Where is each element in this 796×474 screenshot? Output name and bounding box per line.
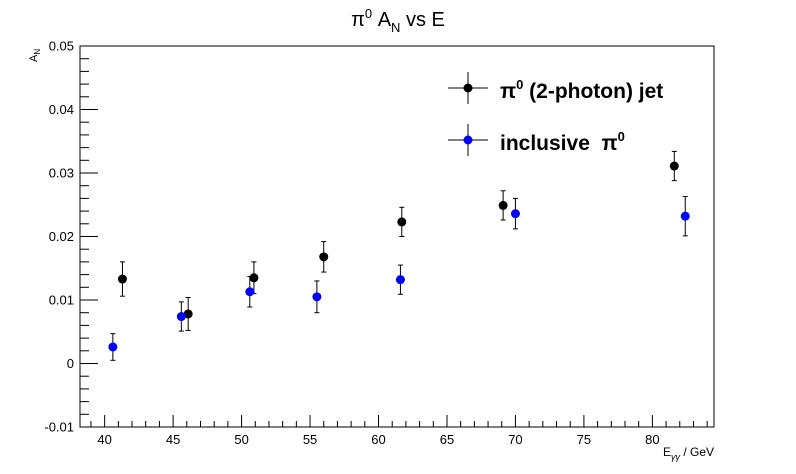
data-point	[397, 217, 407, 227]
x-axis-label-base: E	[663, 445, 671, 459]
chart-title-superscript: 0	[365, 6, 372, 21]
plot-frame	[79, 45, 715, 428]
y-axis: -0.01 0 0.01 0.02 0.03 0.04 0.05	[44, 39, 98, 435]
y-tick-label: 0.01	[49, 293, 74, 308]
data-point	[498, 200, 508, 210]
y-tick-label: 0.03	[49, 166, 74, 181]
data-point	[669, 161, 679, 171]
x-axis-label-tail: / GeV	[680, 445, 714, 459]
data-point	[176, 312, 186, 322]
legend-label-jet-superscript: 0	[516, 77, 523, 92]
y-axis-label-subscript: N	[33, 49, 42, 55]
x-tick-label: 80	[645, 432, 659, 447]
data-point	[108, 342, 118, 352]
legend-label-jet-symbol: π	[500, 80, 516, 103]
x-tick-label: 50	[234, 432, 248, 447]
legend: π0 (2-photon) jet inclusive π0	[448, 72, 663, 156]
chart-title-tail: vs E	[400, 9, 444, 31]
y-tick-label: 0.04	[49, 102, 74, 117]
y-tick-label: 0	[67, 356, 74, 371]
data-points	[108, 150, 690, 361]
y-axis-label: AN	[28, 49, 42, 62]
x-tick-label: 65	[440, 432, 454, 447]
legend-marker-inclusive	[463, 135, 473, 145]
y-axis-label-base: A	[28, 54, 40, 62]
data-point	[245, 287, 255, 297]
legend-label-inclusive-text: inclusive π	[500, 132, 618, 155]
legend-item-pi0-jet: π0 (2-photon) jet	[448, 72, 663, 104]
x-axis: 40 45 50 55 60 65 70 75 80	[90, 415, 708, 447]
series-2	[108, 195, 690, 361]
plot-area-border	[79, 45, 715, 428]
data-point	[510, 209, 520, 219]
data-point	[117, 274, 127, 284]
chart-title-subscript: N	[391, 20, 400, 35]
legend-label-inclusive: inclusive π0	[500, 129, 625, 155]
x-tick-label: 40	[97, 432, 111, 447]
data-point	[395, 275, 405, 285]
chart-title: π0 AN vs E	[351, 6, 445, 35]
x-axis-label-subscript: γγ	[671, 452, 681, 462]
y-tick-label: 0.02	[49, 229, 74, 244]
legend-label-inclusive-superscript: 0	[618, 129, 625, 144]
legend-label-jet-tail: (2-photon) jet	[523, 80, 663, 103]
data-point	[680, 211, 690, 221]
data-point	[183, 309, 193, 319]
data-point	[319, 252, 329, 262]
x-tick-label: 70	[508, 432, 522, 447]
x-tick-label: 75	[577, 432, 591, 447]
y-tick-label: -0.01	[44, 420, 74, 435]
legend-item-inclusive-pi0: inclusive π0	[448, 124, 625, 156]
chart-title-symbol: π	[351, 9, 365, 31]
y-tick-label: 0.05	[49, 39, 74, 54]
data-point	[249, 273, 259, 283]
x-axis-label: Eγγ / GeV	[663, 445, 714, 462]
legend-label-jet: π0 (2-photon) jet	[500, 77, 663, 103]
chart-title-a: A	[372, 9, 392, 31]
x-tick-label: 45	[166, 432, 180, 447]
legend-marker-jet	[463, 83, 473, 93]
x-tick-label: 60	[371, 432, 385, 447]
x-tick-label: 55	[303, 432, 317, 447]
data-point	[312, 292, 322, 302]
series-1	[117, 150, 679, 331]
